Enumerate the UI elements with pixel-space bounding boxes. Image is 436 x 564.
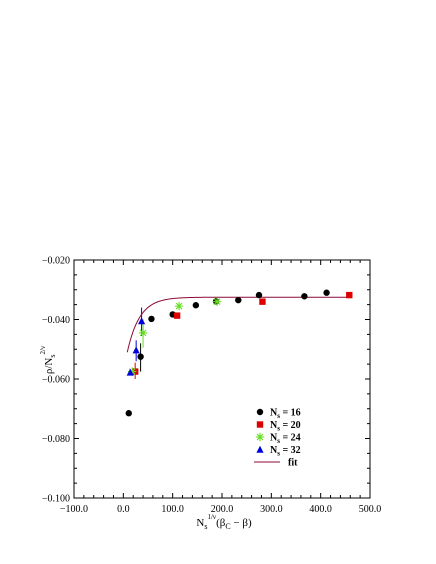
legend-label: Ns = 16	[270, 408, 301, 421]
data-point-square	[173, 312, 181, 319]
legend-label-sub: s	[277, 450, 280, 458]
y-tick-label: −0.100	[42, 494, 70, 505]
legend-label: Ns = 20	[270, 420, 301, 433]
legend-marker-square	[256, 421, 264, 428]
legend-marker-circle	[256, 408, 264, 416]
x-axis-label: Ns1/ν(βC − β)	[196, 513, 252, 531]
x-axis-label-rest: (β	[216, 517, 226, 529]
data-point-star	[174, 301, 184, 311]
data-point-circle	[148, 315, 155, 323]
data-point-square	[346, 291, 353, 299]
x-axis-label-main: N	[196, 517, 204, 529]
legend-label-sub: s	[277, 425, 280, 433]
y-axis: −0.100 −0.080 −0.060 −0.040 −0.020	[42, 256, 370, 505]
fit-curve	[126, 296, 351, 353]
legend-label-value: = 16	[280, 408, 301, 419]
x-axis-label-sub: s	[204, 522, 207, 531]
y-tick-label: −0.040	[42, 315, 70, 326]
x-tick-label: 100.0	[161, 504, 184, 515]
data-point-circle	[125, 410, 132, 417]
x-tick-label: 0.0	[117, 504, 130, 515]
x-axis-label-rest2: − β)	[231, 517, 252, 529]
data-point-triangle	[126, 368, 134, 376]
y-tick-label: −0.080	[42, 434, 70, 445]
data-point-square	[259, 298, 266, 305]
x-tick-label: −100.0	[60, 504, 88, 515]
y-axis-label-sup: 2/ν	[39, 346, 47, 355]
data-point-circle	[137, 353, 144, 360]
legend-label: Ns = 32	[270, 445, 301, 458]
x-tick-label: 300.0	[260, 504, 283, 515]
legend-label-main: N	[270, 433, 278, 444]
x-axis-label-sup: 1/ν	[207, 513, 216, 521]
x-axis-label-sub2: C	[225, 522, 230, 531]
data-point-star	[138, 328, 148, 338]
data-point-circle	[301, 293, 308, 300]
x-tick-label: 500.0	[359, 504, 382, 515]
legend-label: Ns = 24	[270, 433, 301, 446]
y-axis-label-sub: s	[48, 355, 57, 358]
data-point-circle	[323, 289, 330, 296]
data-point-circle	[235, 296, 242, 304]
data-point-triangle	[132, 346, 140, 354]
data-point-circle	[192, 302, 200, 309]
legend-label-main: N	[270, 445, 278, 456]
legend-label-main: N	[270, 408, 278, 419]
y-axis-label-main: ρ/N	[43, 358, 55, 375]
legend-marker-star	[255, 432, 265, 442]
x-tick-label: 400.0	[309, 504, 332, 515]
legend-label-value: = 32	[280, 445, 301, 456]
x-axis: −100.0 0.0 100.0 200.0 300.0 400.0 500.0	[60, 260, 381, 515]
legend-fit-label: fit	[288, 458, 298, 469]
x-tick-label: 200.0	[211, 504, 234, 515]
data-point-triangle	[137, 317, 146, 325]
fit-curve-layer	[126, 296, 351, 353]
legend-label-value: = 24	[280, 433, 301, 444]
legend-marker-triangle	[256, 445, 264, 453]
y-tick-label: −0.060	[42, 375, 70, 386]
legend-label-sub: s	[277, 437, 280, 445]
data-point-circle	[255, 291, 263, 299]
legend-label-sub: s	[277, 412, 280, 420]
legend-label-main: N	[270, 420, 278, 431]
y-tick-label: −0.020	[42, 256, 70, 267]
legend-label-value: = 20	[280, 420, 301, 431]
data-points	[125, 289, 353, 417]
data-point-star	[212, 297, 222, 306]
y-axis-label: ρ/Ns2/ν	[39, 346, 57, 374]
data-point-star	[128, 367, 137, 376]
